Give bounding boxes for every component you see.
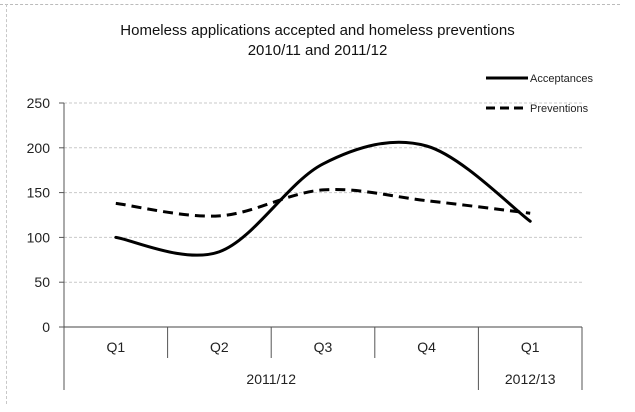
- y-tick-label: 250: [27, 95, 51, 111]
- y-tick-label: 0: [42, 319, 50, 335]
- legend-label-preventions: Preventions: [530, 103, 589, 115]
- x-tick-label: Q4: [417, 339, 436, 355]
- series-line-acceptances: [114, 140, 532, 257]
- x-year-group-label: 2011/12: [246, 371, 296, 387]
- y-tick-label: 150: [27, 185, 51, 201]
- y-tick-label: 50: [34, 274, 50, 290]
- chart-title: Homeless applications accepted and homel…: [120, 22, 515, 39]
- series-lines: [114, 140, 532, 257]
- legend: Acceptances Preventions: [486, 73, 593, 115]
- x-tick-label: Q3: [314, 339, 333, 355]
- x-tick-label: Q1: [106, 339, 125, 355]
- x-year-group-label: 2012/13: [505, 371, 556, 387]
- y-axis: 0 50 100 150 200 250: [27, 95, 65, 335]
- chart-subtitle: 2010/11 and 2011/12: [247, 42, 388, 59]
- series-line-preventions: [115, 188, 531, 218]
- x-axis: Q1 Q2 Q3 Q4 Q1 2011/12 2012/13: [63, 326, 583, 390]
- y-tick-label: 100: [27, 229, 51, 245]
- frame-left-border: [6, 4, 7, 404]
- x-tick-label: Q2: [210, 339, 229, 355]
- y-tick-label: 200: [27, 140, 51, 156]
- gridlines: [64, 102, 582, 283]
- frame-top-border: [0, 4, 620, 5]
- x-tick-label: Q1: [521, 339, 540, 355]
- legend-label-acceptances: Acceptances: [530, 73, 593, 85]
